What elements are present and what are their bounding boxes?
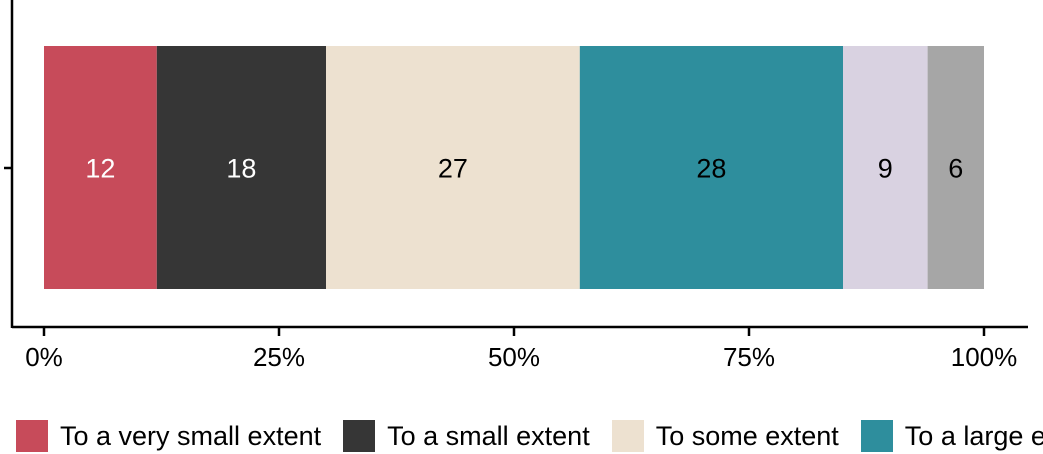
legend-label: To a very small extent [60, 420, 322, 451]
legend-swatch [611, 420, 644, 452]
legend-swatch [16, 420, 48, 452]
bar-segment-4 [579, 46, 843, 289]
bar-value-label: 9 [878, 154, 893, 184]
bar-value-label: 6 [948, 154, 963, 184]
bar-segment-3 [326, 46, 580, 289]
x-tick-label: 0% [25, 342, 63, 372]
x-tick-label: 100% [951, 342, 1018, 372]
bar-segment-2 [156, 46, 326, 289]
legend-item: To a very small extent [16, 420, 321, 452]
x-tick-label: 25% [253, 342, 305, 372]
stacked-bar-chart: 12 18 27 28 9 6 0% 25% 50% 75% 100% [4, 0, 1028, 372]
bar-value-label: 27 [438, 154, 468, 184]
bar-value-label: 12 [85, 154, 115, 184]
bar-segment-6 [927, 46, 984, 289]
legend-item: To a large extent [860, 420, 1043, 452]
chart-legend: To a very small extent To a small extent T… [16, 418, 1043, 454]
bar-value-labels: 12 18 27 28 9 6 [85, 154, 963, 184]
legend-label: To some extent [655, 420, 839, 451]
legend-item: To a small extent [343, 420, 590, 452]
bar-value-label: 28 [696, 154, 726, 184]
legend-swatch [343, 420, 376, 452]
legend-label: To a small extent [387, 420, 590, 451]
bar-segment-1 [44, 46, 157, 289]
x-tick-label: 50% [488, 342, 540, 372]
x-axis-ticks: 0% 25% 50% 75% 100% [25, 327, 1017, 372]
legend-swatch [860, 420, 893, 452]
legend-item: To some extent [611, 420, 839, 452]
bar-value-label: 18 [226, 154, 256, 184]
legend-label: To a large extent [904, 420, 1043, 451]
bar-segment-5 [843, 46, 928, 289]
bar-segments [44, 46, 984, 289]
x-tick-label: 75% [723, 342, 775, 372]
